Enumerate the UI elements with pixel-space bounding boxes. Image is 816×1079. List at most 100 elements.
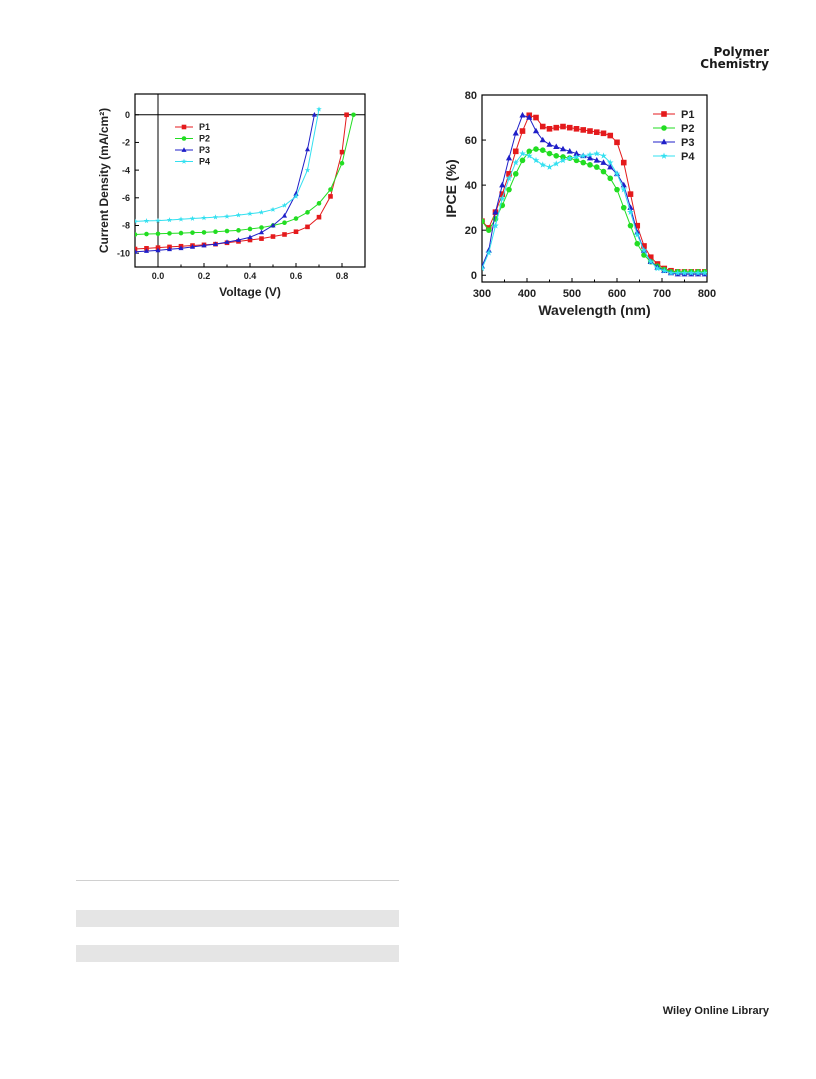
y-tick-label: 40 [465, 180, 477, 192]
data-point [586, 151, 594, 158]
data-point [339, 149, 345, 155]
data-point [566, 124, 573, 131]
data-point [546, 141, 553, 147]
data-point [135, 218, 138, 224]
data-point [224, 239, 230, 244]
data-point [135, 249, 138, 254]
data-point [512, 148, 519, 155]
data-point [641, 243, 647, 249]
data-point [627, 208, 634, 215]
data-point [212, 241, 219, 247]
data-point [627, 191, 634, 197]
data-point [519, 128, 526, 134]
data-point [600, 159, 607, 165]
y-tick-label: -6 [122, 193, 130, 203]
data-point [485, 249, 493, 256]
x-tick-label: 300 [473, 288, 491, 300]
data-point [155, 231, 161, 237]
data-point [178, 245, 184, 251]
data-point [674, 269, 682, 276]
legend-marker [181, 136, 187, 141]
data-point [587, 162, 593, 168]
data-point [293, 216, 299, 221]
x-tick-label: 0.6 [290, 271, 303, 281]
data-point [519, 150, 526, 157]
data-point [498, 195, 506, 202]
data-point [627, 222, 634, 229]
data-point [586, 154, 594, 161]
data-point [328, 187, 333, 192]
series-p3 [482, 111, 707, 277]
data-point [681, 269, 688, 276]
data-point [201, 242, 207, 248]
data-point [499, 191, 506, 197]
data-point [212, 214, 219, 220]
data-point [620, 186, 628, 193]
x-tick-label: 800 [698, 288, 716, 300]
data-point [270, 234, 276, 239]
data-point [580, 127, 587, 133]
plot-frame [481, 94, 708, 283]
data-point [190, 230, 195, 235]
data-point [155, 247, 161, 253]
data-point [533, 146, 539, 152]
data-point [573, 153, 580, 160]
data-point [614, 139, 620, 146]
data-point [573, 157, 580, 164]
x-tick-label: 0.2 [198, 271, 211, 281]
legend-marker [181, 147, 187, 152]
data-point [316, 201, 322, 206]
legend-label: P1 [681, 109, 694, 121]
x-tick-label: 700 [653, 288, 671, 300]
data-point [600, 152, 607, 159]
data-point [281, 202, 288, 208]
data-point [304, 146, 311, 152]
data-point [512, 159, 520, 166]
y-tick-label: -10 [117, 248, 130, 258]
data-point [694, 269, 702, 276]
data-point [224, 228, 230, 234]
legend-label: P2 [681, 123, 694, 135]
x-tick-label: 0.4 [244, 271, 257, 281]
table-rule [76, 880, 399, 881]
data-point [546, 163, 553, 170]
table-row-band [76, 945, 399, 962]
data-point [259, 236, 264, 241]
x-tick-label: 600 [608, 288, 626, 300]
y-tick-label: 60 [465, 135, 477, 147]
data-point [189, 244, 196, 249]
jv-curve-chart: 0.0 0.2 0.4 0.6 0.8 0 -2 -4 -6 -8 -10 Voltage (V) Cu… [95, 85, 385, 315]
data-point [553, 143, 560, 150]
data-point [553, 153, 560, 159]
data-point [593, 129, 600, 135]
series-line-p4 [482, 152, 705, 274]
series-line-p4 [135, 109, 320, 222]
data-point [526, 148, 533, 155]
data-point [339, 160, 345, 166]
data-point [305, 224, 310, 230]
data-point [144, 246, 149, 251]
data-point [525, 152, 533, 159]
data-point [539, 123, 546, 130]
legend-label: P4 [681, 151, 695, 163]
data-point [620, 204, 627, 211]
x-tick-label: 400 [518, 288, 536, 300]
data-point [282, 232, 287, 237]
data-point [539, 136, 546, 143]
data-point [351, 112, 356, 118]
data-point [519, 111, 526, 118]
data-point [155, 217, 161, 223]
data-point [634, 240, 641, 247]
data-point [235, 212, 242, 218]
data-point [258, 229, 265, 235]
data-point [600, 168, 607, 175]
data-point [519, 157, 526, 164]
jv-svg: 0.0 0.2 0.4 0.6 0.8 0 -2 -4 -6 -8 -10 Voltage (V) Cu… [97, 93, 366, 299]
data-point [566, 154, 574, 161]
data-point [305, 210, 310, 215]
data-point [647, 258, 655, 265]
y-tick-label: 0 [125, 110, 130, 120]
data-point [344, 112, 349, 118]
journal-title-line1: Polymer [713, 45, 769, 59]
data-point [687, 269, 695, 276]
